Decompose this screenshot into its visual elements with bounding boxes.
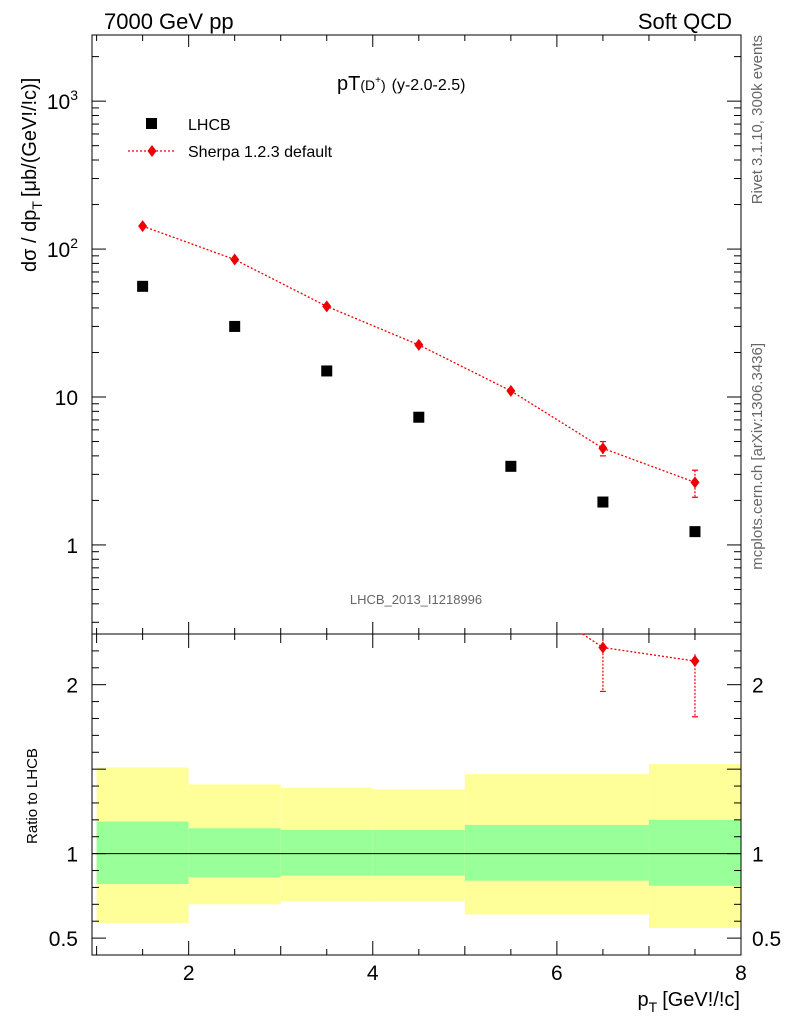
ratio-ytick-label-right: 2 [752, 675, 764, 698]
ratio-band-inner [464, 824, 649, 881]
main-panel-series [137, 220, 701, 538]
legend-marker-sherpa [147, 145, 157, 157]
sherpa-data-point [322, 300, 332, 313]
main-plot-title: pT(D+) (y-2.0-2.5) [337, 73, 465, 95]
xtick-label: 2 [183, 962, 195, 985]
title-range: (y-2.0-2.5) [392, 77, 466, 94]
legend-marker-lhcb [146, 118, 157, 129]
legend-label-sherpa: Sherpa 1.2.3 default [188, 144, 333, 161]
lhcb-data-point [597, 496, 609, 508]
xtick-label: 8 [735, 962, 747, 985]
lhcb-data-point [137, 280, 149, 292]
main-ytick-label: 1 [66, 535, 78, 558]
lhcb-data-point [505, 460, 517, 472]
sherpa-data-point [690, 476, 700, 489]
ratio-ylabel: Ratio to LHCB [24, 748, 41, 844]
analysis-annotation: LHCB_2013_I1218996 [350, 592, 482, 607]
lhcb-data-point [321, 365, 333, 377]
main-ytick-label: 103 [47, 87, 78, 114]
sherpa-data-point [506, 384, 516, 397]
ratio-band-inner [372, 829, 465, 876]
title-d: (D [360, 77, 375, 93]
sherpa-data-point [598, 442, 608, 455]
xlabel: pT [GeV!/!c] [638, 989, 741, 1015]
lhcb-data-point [689, 526, 701, 538]
xlabel-sub: T [649, 999, 658, 1015]
ratio-ytick-label-right: 1 [752, 844, 764, 867]
xlabel-unit: [GeV!/!c] [662, 989, 740, 1011]
main-ylabel-sub: T [29, 201, 45, 210]
title-close: ) [381, 77, 386, 93]
ratio-panel-axes: 0.5 0.5 1 1 2 2 2 4 6 8 [49, 633, 781, 985]
legend: LHCB Sherpa 1.2.3 default [128, 117, 333, 161]
main-ylabel: dσ / dpT [μb/(GeV!/!c)] [19, 78, 45, 272]
xtick-label: 4 [367, 962, 379, 985]
ratio-ytick-label-left: 1 [66, 844, 78, 867]
ratio-band-inner [648, 819, 741, 886]
main-ytick-label: 10 [55, 387, 78, 410]
lhcb-data-point [413, 411, 425, 423]
ratio-panel-series [582, 633, 700, 718]
source-label: mcplots.cern.ch [arXiv:1306.3436] [749, 343, 766, 570]
sherpa-line [142, 225, 696, 483]
header-right: Soft QCD [638, 9, 732, 34]
ratio-band-inner [96, 821, 189, 885]
main-ytick-label: 102 [47, 235, 78, 262]
xtick-label: 6 [551, 962, 563, 985]
ratio-frame [91, 633, 742, 956]
ratio-ytick-label-left: 2 [66, 675, 78, 698]
ratio-ytick-label-left: 0.5 [49, 928, 78, 951]
sherpa-data-point [138, 220, 148, 233]
title-pt: pT [337, 73, 360, 95]
main-ylabel-unit: [μb/(GeV!/!c)] [19, 78, 41, 197]
ratio-band-inner [188, 828, 281, 878]
ratio-sherpa-point [690, 655, 700, 668]
sherpa-data-point [230, 253, 240, 266]
rivet-label: Rivet 3.1.10, 300k events [749, 35, 766, 204]
main-ylabel-text: dσ / dp [19, 210, 41, 272]
title-sup: + [375, 75, 381, 86]
ratio-ytick-label-right: 0.5 [752, 928, 781, 951]
lhcb-data-point [229, 320, 241, 332]
ratio-sherpa-point [598, 641, 608, 654]
ratio-band-inner [280, 829, 373, 876]
header-left: 7000 GeV pp [104, 9, 234, 34]
legend-label-lhcb: LHCB [188, 117, 231, 134]
sherpa-data-point [414, 338, 424, 351]
ratio-uncertainty-bands [96, 764, 741, 928]
xlabel-text: p [638, 989, 649, 1011]
